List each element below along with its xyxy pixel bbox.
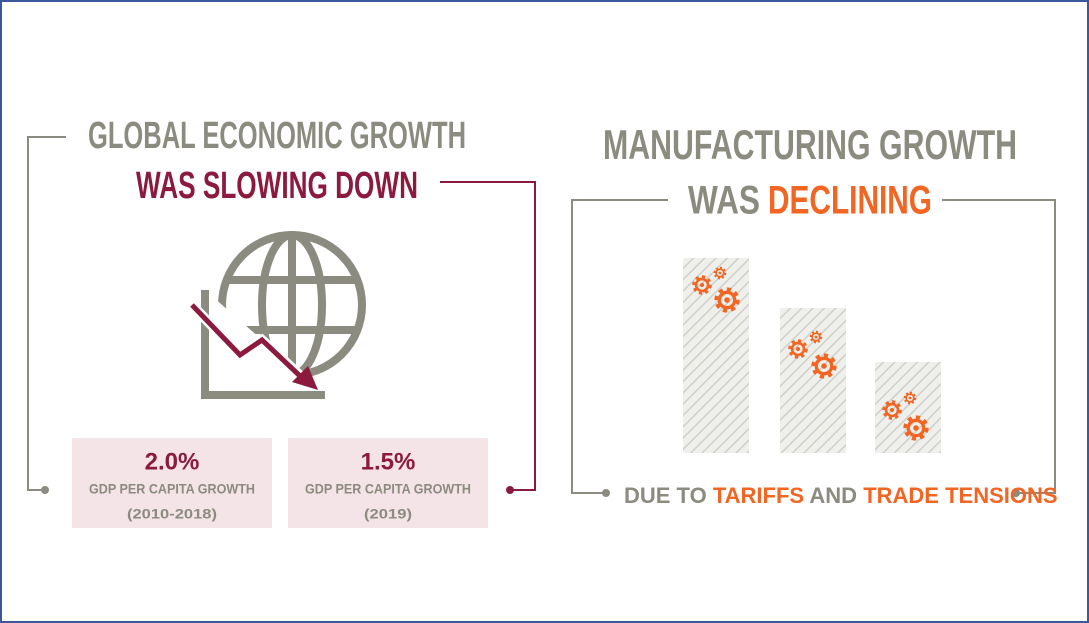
stat-box bbox=[72, 438, 272, 528]
right-bracket bbox=[942, 199, 1056, 494]
footer-text: DUE TO TARIFFS AND TRADE TENSIONS bbox=[624, 483, 1058, 508]
right-subtitle: WAS bbox=[688, 179, 760, 223]
down-arrow bbox=[188, 301, 318, 390]
left-title: GLOBAL ECONOMIC GROWTH bbox=[88, 115, 466, 157]
decline-bar bbox=[683, 258, 749, 453]
left-subtitle: WAS SLOWING DOWN bbox=[136, 165, 418, 207]
stat-value: 1.5% bbox=[361, 448, 416, 475]
stat-period: (2010-2018) bbox=[127, 506, 217, 522]
right-title: MANUFACTURING GROWTH bbox=[603, 121, 1017, 168]
stat-label: GDP PER CAPITA GROWTH bbox=[89, 481, 255, 497]
stat-box bbox=[288, 438, 488, 528]
footer-part: DUE TO bbox=[624, 483, 707, 508]
footer-highlight: TRADE TENSIONS bbox=[863, 483, 1057, 508]
right-bracket bbox=[571, 199, 668, 494]
globe-icon bbox=[201, 231, 366, 399]
footer-part: AND bbox=[809, 483, 857, 508]
stat-value: 2.0% bbox=[145, 448, 200, 475]
left-bracket bbox=[27, 136, 66, 491]
decline-bar bbox=[780, 308, 846, 453]
bracket-dot bbox=[1012, 489, 1020, 497]
red-bracket bbox=[440, 181, 536, 491]
stat-label: GDP PER CAPITA GROWTH bbox=[305, 481, 471, 497]
footer-highlight: TARIFFS bbox=[713, 483, 804, 508]
bracket-dot bbox=[41, 486, 49, 494]
stat-period: (2019) bbox=[364, 506, 412, 522]
bracket-dot bbox=[506, 486, 514, 494]
right-subtitle-highlight: DECLINING bbox=[768, 179, 932, 223]
bracket-dot bbox=[602, 489, 610, 497]
